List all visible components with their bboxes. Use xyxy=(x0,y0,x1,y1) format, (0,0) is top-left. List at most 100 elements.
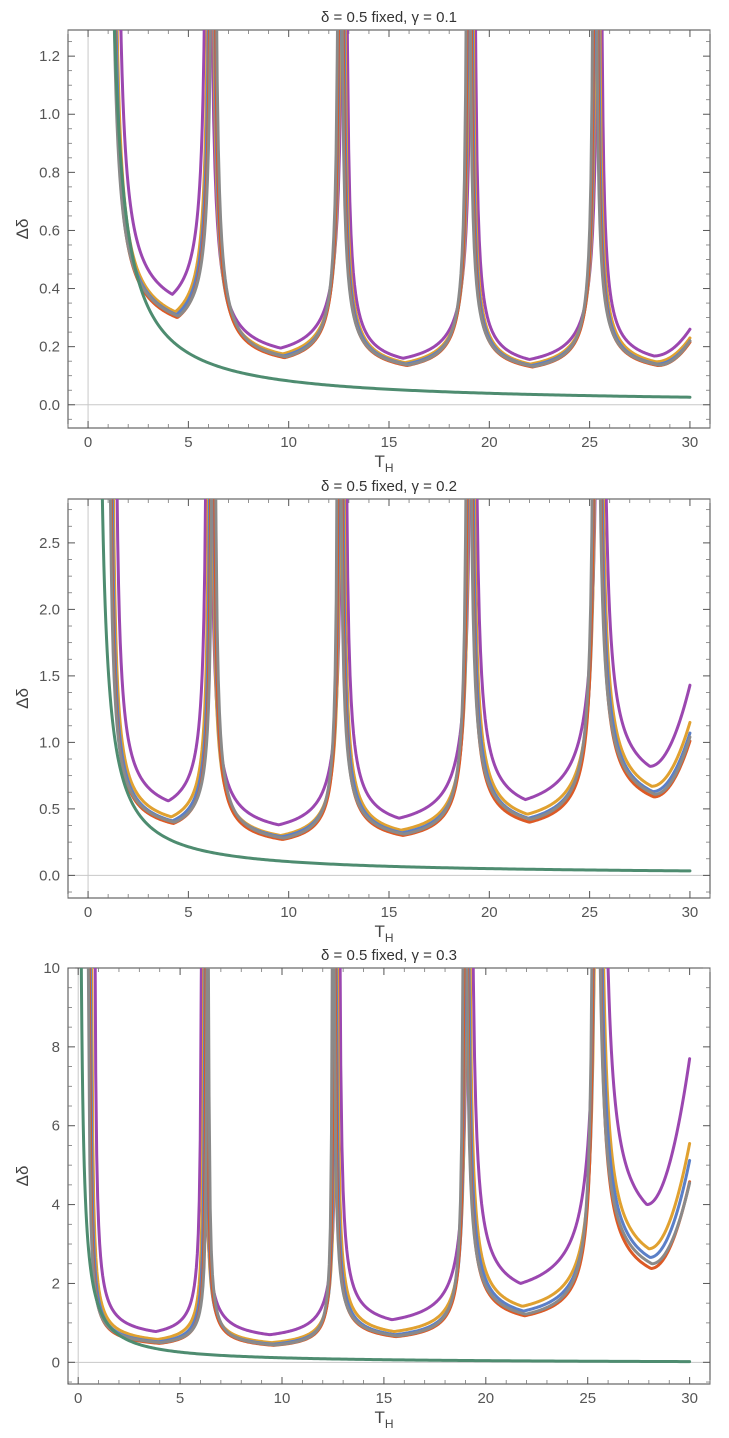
series-purple-branch xyxy=(604,499,692,768)
y-axis-label: Δδ xyxy=(13,688,32,709)
series-green-decay xyxy=(79,968,692,1364)
x-tick-label: 20 xyxy=(477,1390,494,1407)
x-tick-label: 25 xyxy=(581,904,598,921)
series-blue-branch xyxy=(341,499,470,835)
plot-frame xyxy=(67,29,711,429)
y-axis-label: Δδ xyxy=(13,219,32,240)
series-purple-branch xyxy=(475,499,597,802)
series-purple-branch xyxy=(115,499,208,803)
series-purple-branch xyxy=(474,30,599,361)
series-purple-branch xyxy=(606,968,692,1207)
series-red-branch xyxy=(466,968,595,1318)
series-green-decay xyxy=(100,499,692,873)
series-red-branch xyxy=(205,968,335,1347)
y-tick-label: 0.0 xyxy=(39,397,60,414)
series-purple-branch xyxy=(210,499,343,827)
series-purple-branch xyxy=(345,30,472,360)
series-purple-branch xyxy=(202,968,338,1337)
chart-panel-3: 0 5 10 15 20 25 30 0 2 4 6 8 10 δ = 0.5 fixed, γ = 0.… xyxy=(13,947,711,1431)
series-blue-branch xyxy=(212,499,341,839)
series-orange-branch xyxy=(343,30,471,365)
series-gray-branch xyxy=(598,968,692,1266)
series-gray-branch xyxy=(112,30,212,318)
series-red-branch xyxy=(213,499,340,841)
series-blue-branch xyxy=(88,968,207,1344)
y-tick-label: 0.5 xyxy=(39,801,60,818)
series-gray-branch xyxy=(469,30,594,368)
y-tick-label: 1.0 xyxy=(39,734,60,751)
x-axis-label: TH xyxy=(374,1408,393,1431)
y-tick-label: 0.2 xyxy=(39,339,60,356)
y-tick-label: 2 xyxy=(52,1275,60,1292)
y-tick-label: 8 xyxy=(52,1039,60,1056)
series-gray-branch xyxy=(86,968,209,1345)
series-orange-branch xyxy=(468,968,596,1308)
chart-panel-1: 0 5 10 15 20 25 30 0.0 0.2 0.4 0.6 0.8 1.0 1.2 δ = 0.5… xyxy=(13,9,711,475)
x-tick-label: 20 xyxy=(481,434,498,451)
series-gray-branch xyxy=(339,499,468,836)
series-blue-branch xyxy=(342,30,470,366)
series-red-branch xyxy=(469,30,595,369)
x-tick-label: 0 xyxy=(74,1390,82,1407)
y-tick-label: 0.8 xyxy=(39,164,60,181)
series-blue-branch xyxy=(467,968,595,1313)
y-tick-label: 0.0 xyxy=(39,867,60,884)
series-blue-branch xyxy=(470,30,596,367)
series-orange-branch xyxy=(90,968,206,1341)
x-tick-label: 15 xyxy=(381,434,398,451)
x-tick-label: 30 xyxy=(682,434,699,451)
series-gray-branch xyxy=(332,968,465,1338)
series-orange-branch xyxy=(598,30,692,364)
x-tick-label: 10 xyxy=(274,1390,291,1407)
x-tick-label: 25 xyxy=(581,434,598,451)
y-tick-label: 0.6 xyxy=(39,222,60,239)
x-axis-label: TH xyxy=(374,922,393,945)
y-tick-label: 1.5 xyxy=(39,668,60,685)
x-axis-label: TH xyxy=(374,452,393,475)
series-blue-branch xyxy=(600,499,692,794)
plot-area xyxy=(79,968,692,1364)
series-orange-branch xyxy=(212,30,342,356)
y-tick-label: 2.5 xyxy=(39,535,60,552)
y-tick-label: 4 xyxy=(52,1197,60,1214)
series-purple-branch xyxy=(345,499,471,820)
x-tick-label: 5 xyxy=(184,904,192,921)
series-orange-branch xyxy=(211,499,342,837)
chart-title: δ = 0.5 fixed, γ = 0.2 xyxy=(321,478,457,495)
y-axis-label: Δδ xyxy=(13,1166,32,1187)
series-green-decay xyxy=(113,30,692,399)
y-tick-label: 10 xyxy=(43,960,60,977)
series-gray-branch xyxy=(214,499,339,840)
x-tick-label: 30 xyxy=(681,1390,698,1407)
y-tick-label: 2.0 xyxy=(39,601,60,618)
x-tick-label: 25 xyxy=(579,1390,596,1407)
series-gray-branch xyxy=(595,30,692,367)
series-gray-branch xyxy=(108,499,214,824)
series-gray-branch xyxy=(340,30,468,367)
series-purple-branch xyxy=(119,30,206,296)
x-tick-label: 10 xyxy=(280,434,297,451)
series-purple-branch xyxy=(600,30,692,358)
series-blue-branch xyxy=(204,968,336,1346)
x-tick-label: 0 xyxy=(84,434,92,451)
series-purple-branch xyxy=(471,968,596,1285)
x-tick-label: 15 xyxy=(376,1390,393,1407)
x-tick-label: 15 xyxy=(381,904,398,921)
y-tick-label: 1.0 xyxy=(39,106,60,123)
series-purple-branch xyxy=(338,968,469,1322)
x-tick-label: 30 xyxy=(682,904,699,921)
plot-area xyxy=(100,499,692,873)
series-red-branch xyxy=(341,30,469,367)
series-red-branch xyxy=(599,968,692,1270)
series-gray-branch xyxy=(206,968,334,1347)
chart-title: δ = 0.5 fixed, γ = 0.1 xyxy=(321,9,457,26)
x-tick-label: 5 xyxy=(184,434,192,451)
series-gray-branch xyxy=(215,30,339,359)
series-orange-branch xyxy=(335,968,467,1333)
y-tick-label: 6 xyxy=(52,1118,60,1135)
series-gray-branch xyxy=(598,499,692,796)
series-gray-branch xyxy=(465,968,594,1316)
series-purple-branch xyxy=(93,968,203,1333)
x-tick-label: 5 xyxy=(176,1390,184,1407)
